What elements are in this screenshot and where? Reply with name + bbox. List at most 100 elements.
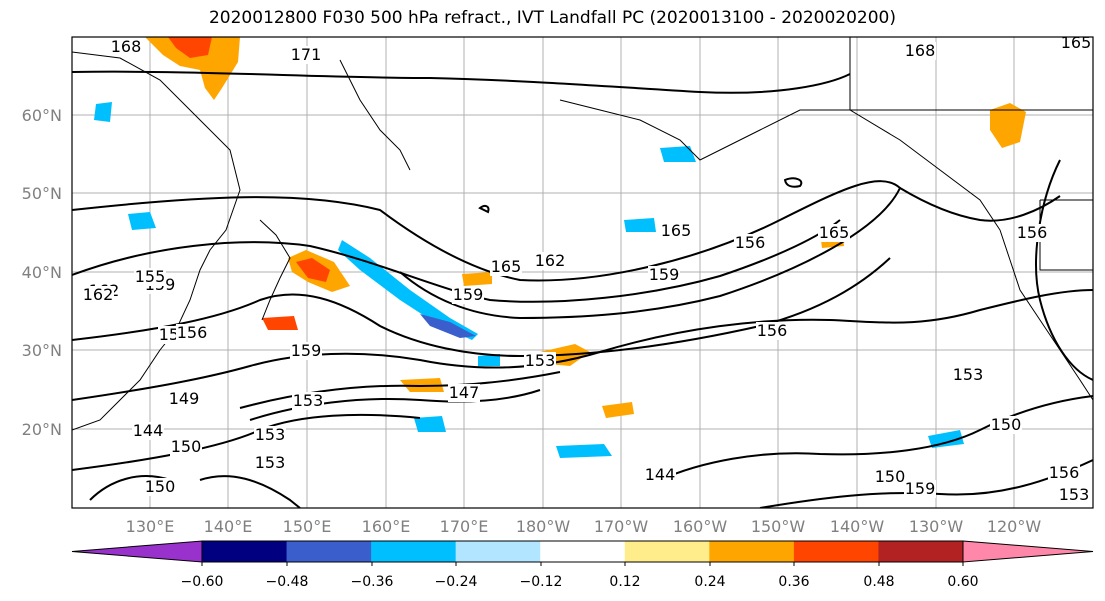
negative-anomaly (624, 218, 656, 232)
colorbar-tick-label: 0.24 (694, 574, 725, 590)
negative-anomaly (94, 102, 112, 122)
contour-lines (72, 70, 1093, 508)
longitude-label: 150°E (283, 517, 332, 536)
contour-label: 153 (953, 365, 984, 384)
contour-label: 171 (291, 45, 322, 64)
contour-label-bg (756, 322, 788, 340)
colorbar-segment (540, 541, 626, 562)
colorbar-tick-label: −0.36 (351, 574, 394, 590)
longitude-label: 140°E (204, 517, 253, 536)
contour-label: 168 (111, 37, 142, 56)
negative-anomaly (556, 444, 612, 458)
contour-label: 168 (905, 41, 936, 60)
contour-label-bg (490, 258, 522, 276)
colorbar: −0.60 −0.48 −0.36 −0.24 −0.12 0.12 0.24 0.36 0.4… (71, 540, 1094, 590)
colorbar-segment (624, 541, 710, 562)
contour-label-bg (254, 454, 286, 472)
contour-label-bg (452, 286, 484, 304)
colorbar-tick-label: −0.48 (266, 574, 309, 590)
colorbar-segment (709, 541, 795, 562)
colorbar-tick-label: 0.60 (947, 574, 978, 590)
contour-label: 159 (291, 341, 322, 360)
latitude-label: 30°N (22, 341, 62, 360)
positive-anomaly (602, 402, 634, 418)
contour-label: 153 (293, 391, 324, 410)
contour-label-bg (448, 384, 480, 402)
contour-label-bg (1058, 486, 1090, 504)
contour-label: 155 (135, 267, 166, 286)
colorbar-segment (286, 541, 372, 562)
contour-label-bg (82, 286, 114, 304)
colorbar-tick-label: −0.12 (520, 574, 563, 590)
longitude-label: 130°W (909, 517, 964, 536)
contour-label: 165 (491, 257, 522, 276)
contour-label-bg (176, 324, 208, 342)
longitude-label: 120°W (987, 517, 1042, 536)
colorbar-segment (455, 541, 541, 562)
longitude-labels: 130°E 140°E 150°E 160°E 170°E 180°W 170°W 160°W… (126, 517, 1042, 536)
colorbar-segment (371, 541, 457, 562)
contour-label: 156 (177, 323, 208, 342)
positive-anomaly (145, 37, 240, 100)
contour-label-bg (904, 42, 936, 60)
longitude-label: 160°W (673, 517, 728, 536)
colorbar-extend-low (71, 540, 203, 563)
contour-label-bg (290, 46, 322, 64)
colorbar-segment (202, 541, 288, 562)
contour-label: 156 (1017, 223, 1048, 242)
colorbar-outline (201, 540, 964, 563)
latitude-label: 60°N (22, 106, 62, 125)
latitude-label: 50°N (22, 184, 62, 203)
colorbar-extend-high (962, 540, 1094, 563)
contour-label: 159 (905, 479, 936, 498)
contour-label-bg (1060, 37, 1092, 52)
contour-label-bg (1016, 224, 1048, 242)
longitude-label: 170°W (594, 517, 649, 536)
contour-label: 156 (757, 321, 788, 340)
latitude-label: 40°N (22, 263, 62, 282)
colorbar-tick-label: −0.24 (435, 574, 478, 590)
contour-label-bg (168, 390, 200, 408)
latitude-labels: 60°N 50°N 40°N 30°N 20°N (22, 106, 62, 439)
contour-label-bg (144, 478, 176, 496)
contour-label: 153 (255, 453, 286, 472)
contour-label-bg (990, 416, 1022, 434)
colorbar-tick-label: 0.12 (609, 574, 640, 590)
contour-label-bg (254, 426, 286, 444)
negative-anomaly (338, 240, 478, 340)
contour-label-bg (170, 438, 202, 456)
contour-label: 165 (661, 221, 692, 240)
negative-anomaly (128, 212, 156, 230)
contour-label: 144 (645, 465, 676, 484)
positive-anomaly (262, 316, 298, 330)
contour-label: 144 (133, 421, 164, 440)
longitude-label: 150°W (751, 517, 806, 536)
colorbar-tick-label: 0.36 (778, 574, 809, 590)
latitude-label: 20°N (22, 420, 62, 439)
contour-label: 162 (535, 251, 566, 270)
contour-label: 159 (453, 285, 484, 304)
negative-anomaly (928, 430, 964, 448)
contour-label-bg (874, 468, 906, 486)
colorbar-segment (793, 541, 879, 562)
contour-label-bg (648, 266, 680, 284)
longitude-label: 160°E (362, 517, 411, 536)
contour-label: 162 (83, 285, 114, 304)
contour-label: 153 (1059, 485, 1090, 504)
contour-label-bg (134, 268, 166, 286)
contour-label: 153 (255, 425, 286, 444)
contour-label-bg (132, 422, 164, 440)
longitude-label: 180°W (516, 517, 571, 536)
positive-anomaly-core (168, 37, 212, 58)
contour-label: 150 (991, 415, 1022, 434)
contour-label-bg (904, 480, 936, 498)
map-title: 2020012800 F030 500 hPa refract., IVT La… (208, 8, 896, 28)
negative-anomaly (660, 146, 696, 162)
longitude-label: 140°W (830, 517, 885, 536)
contour-label-bg (292, 392, 324, 410)
contour-label-bg (290, 342, 322, 360)
contour-label-bg (1048, 464, 1080, 482)
negative-anomaly-core (420, 314, 476, 338)
contour-label: 150 (171, 437, 202, 456)
positive-anomaly (990, 103, 1026, 148)
